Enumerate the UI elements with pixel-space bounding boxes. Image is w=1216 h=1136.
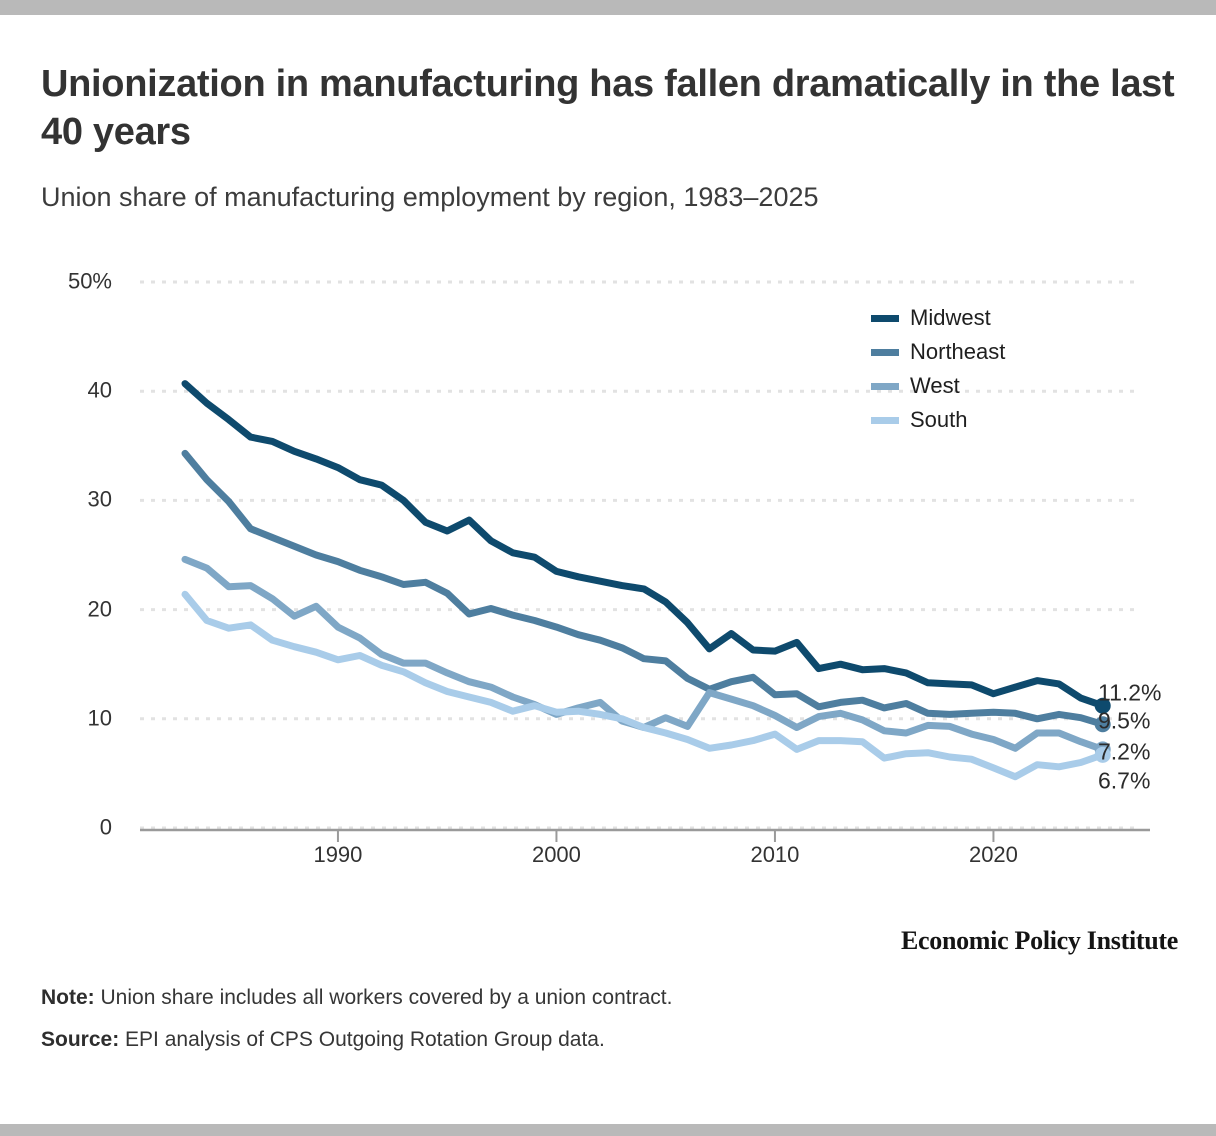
legend-label: West (910, 373, 960, 398)
legend-label: Midwest (910, 305, 991, 330)
end-label-northeast: 9.5% (1098, 707, 1151, 734)
y-tick-label-20: 20 (87, 596, 112, 622)
note-line: Note: Union share includes all workers c… (41, 986, 672, 1010)
source-label: Source: (41, 1028, 120, 1051)
y-tick-label-0: 0 (99, 814, 112, 840)
y-tick-label-30: 30 (87, 486, 112, 512)
legend-item-midwest: Midwest (871, 301, 1005, 335)
y-tick-label-40: 40 (87, 377, 112, 403)
end-label-west: 7.2% (1098, 738, 1151, 765)
legend-item-northeast: Northeast (871, 335, 1005, 369)
end-label-south: 6.7% (1098, 767, 1151, 794)
legend-label: Northeast (910, 339, 1006, 364)
legend-swatch-midwest (871, 314, 899, 322)
legend-swatch-west (871, 382, 899, 390)
x-tick-label-2010: 2010 (750, 842, 800, 867)
x-tick-label-2000: 2000 (531, 842, 581, 867)
legend-item-south: South (871, 403, 1005, 437)
series-line-northeast (181, 449, 1107, 728)
source-line: Source: EPI analysis of CPS Outgoing Rot… (41, 1028, 605, 1052)
series-line-south (181, 590, 1107, 781)
page-subtitle: Union share of manufacturing employment … (41, 182, 819, 212)
end-dot-midwest (1094, 697, 1111, 714)
end-dot-northeast (1094, 716, 1111, 733)
note-text: Union share includes all workers covered… (94, 986, 673, 1009)
page-title: Unionization in manufacturing has fallen… (41, 63, 1175, 153)
chart-legend: Midwest Northeast West South (871, 301, 1005, 437)
note-label: Note: (41, 986, 95, 1009)
bottom-border-bar (0, 1124, 1216, 1136)
x-tick-label-2020: 2020 (968, 842, 1018, 867)
y-tick-label-10: 10 (87, 705, 112, 731)
end-dot-south (1094, 746, 1111, 763)
top-border-bar (0, 0, 1216, 15)
end-label-midwest: 11.2% (1098, 679, 1162, 706)
legend-item-west: West (871, 369, 1005, 403)
y-tick-label-50: 50% (67, 268, 112, 294)
legend-label: South (910, 407, 968, 432)
x-tick-label-1990: 1990 (313, 842, 363, 867)
series-line-midwest (181, 380, 1107, 710)
legend-swatch-northeast (871, 348, 899, 356)
legend-swatch-south (871, 416, 899, 424)
source-text: EPI analysis of CPS Outgoing Rotation Gr… (119, 1028, 605, 1051)
epi-wordmark: Economic Policy Institute (900, 926, 1178, 955)
